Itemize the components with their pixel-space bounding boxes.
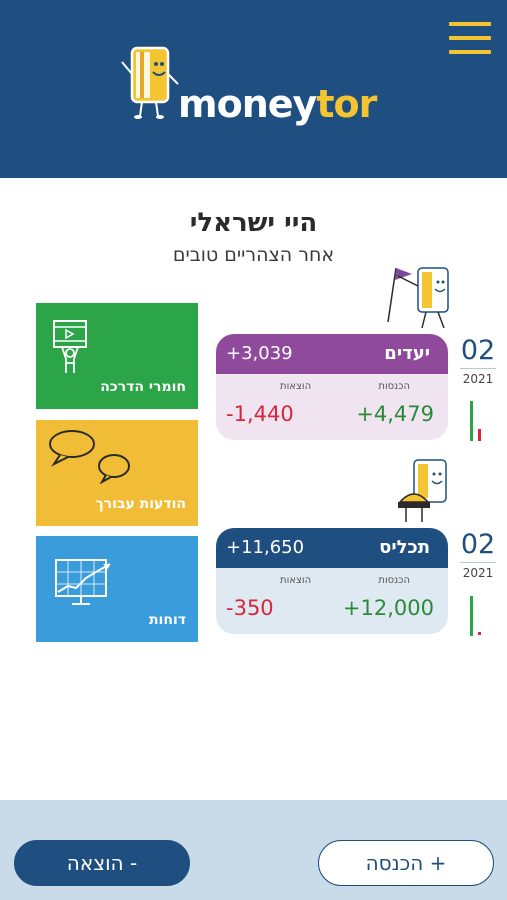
tile-messages[interactable]: הודעות עבורך bbox=[36, 420, 198, 526]
income-value: +4,479 bbox=[356, 402, 434, 426]
income-indicator-bar bbox=[470, 401, 473, 441]
training-video-icon bbox=[53, 320, 87, 373]
greeting-subtitle: אחר הצהריים טובים bbox=[172, 244, 335, 266]
hamburger-menu-icon[interactable] bbox=[449, 22, 491, 54]
card-header: יעדים +3,039 bbox=[216, 334, 448, 374]
budget-card-goals[interactable]: יעדים +3,039 הכנסות הוצאות +4,479 -1,440 bbox=[216, 334, 448, 440]
income-indicator-bar bbox=[470, 596, 473, 636]
date-year: 2021 bbox=[462, 566, 494, 580]
mascot-flag-icon bbox=[387, 267, 449, 329]
moneytor-logo: moneytor bbox=[116, 44, 377, 134]
expense-indicator-bar bbox=[478, 429, 481, 441]
card-date: 02 2021 bbox=[458, 336, 498, 386]
expense-value: -1,440 bbox=[226, 402, 294, 426]
logo-part-tor: tor bbox=[316, 82, 377, 126]
logo-part-money: money bbox=[178, 82, 317, 126]
app-header: moneytor bbox=[0, 0, 507, 178]
tile-label: הודעות עבורך bbox=[95, 496, 186, 512]
tile-training-materials[interactable]: חומרי הדרכה bbox=[36, 303, 198, 409]
expense-label: הוצאות bbox=[280, 575, 312, 586]
expense-value: -350 bbox=[226, 596, 274, 620]
footer-actions: הוצאה - הכנסה + bbox=[0, 800, 507, 900]
income-label: הכנסות bbox=[378, 381, 410, 392]
card-body: הכנסות הוצאות +4,479 -1,440 bbox=[216, 374, 448, 440]
expense-indicator-bar bbox=[478, 632, 481, 635]
tile-label: דוחות bbox=[148, 612, 186, 628]
mascot-helmet-icon bbox=[398, 459, 447, 522]
date-month: 02 bbox=[460, 529, 496, 560]
logo-mascot-icon bbox=[121, 46, 179, 119]
add-expense-button[interactable]: הוצאה - bbox=[14, 840, 190, 886]
report-chart-icon bbox=[55, 559, 111, 605]
card-name: יעדים bbox=[384, 343, 430, 364]
chat-bubbles-icon bbox=[49, 430, 130, 484]
expense-label: הוצאות bbox=[280, 381, 312, 392]
greeting-title: היי ישראלי bbox=[189, 208, 318, 238]
logo-wordmark: moneytor bbox=[178, 82, 377, 126]
date-year: 2021 bbox=[462, 372, 494, 386]
tile-label: חומרי הדרכה bbox=[100, 379, 186, 395]
card-total: +3,039 bbox=[226, 343, 293, 364]
income-value: +12,000 bbox=[342, 596, 434, 620]
card-total: +11,650 bbox=[226, 537, 305, 558]
greeting: היי ישראלי אחר הצהריים טובים bbox=[0, 208, 507, 266]
add-income-button[interactable]: הכנסה + bbox=[318, 840, 494, 886]
card-body: הכנסות הוצאות +12,000 -350 bbox=[216, 568, 448, 634]
date-month: 02 bbox=[460, 335, 496, 366]
card-name: תכליס bbox=[379, 537, 430, 558]
tile-reports[interactable]: דוחות bbox=[36, 536, 198, 642]
card-header: תכליס +11,650 bbox=[216, 528, 448, 568]
income-label: הכנסות bbox=[378, 575, 410, 586]
budget-card-tachles[interactable]: תכליס +11,650 הכנסות הוצאות +12,000 -350 bbox=[216, 528, 448, 634]
card-date: 02 2021 bbox=[458, 530, 498, 580]
